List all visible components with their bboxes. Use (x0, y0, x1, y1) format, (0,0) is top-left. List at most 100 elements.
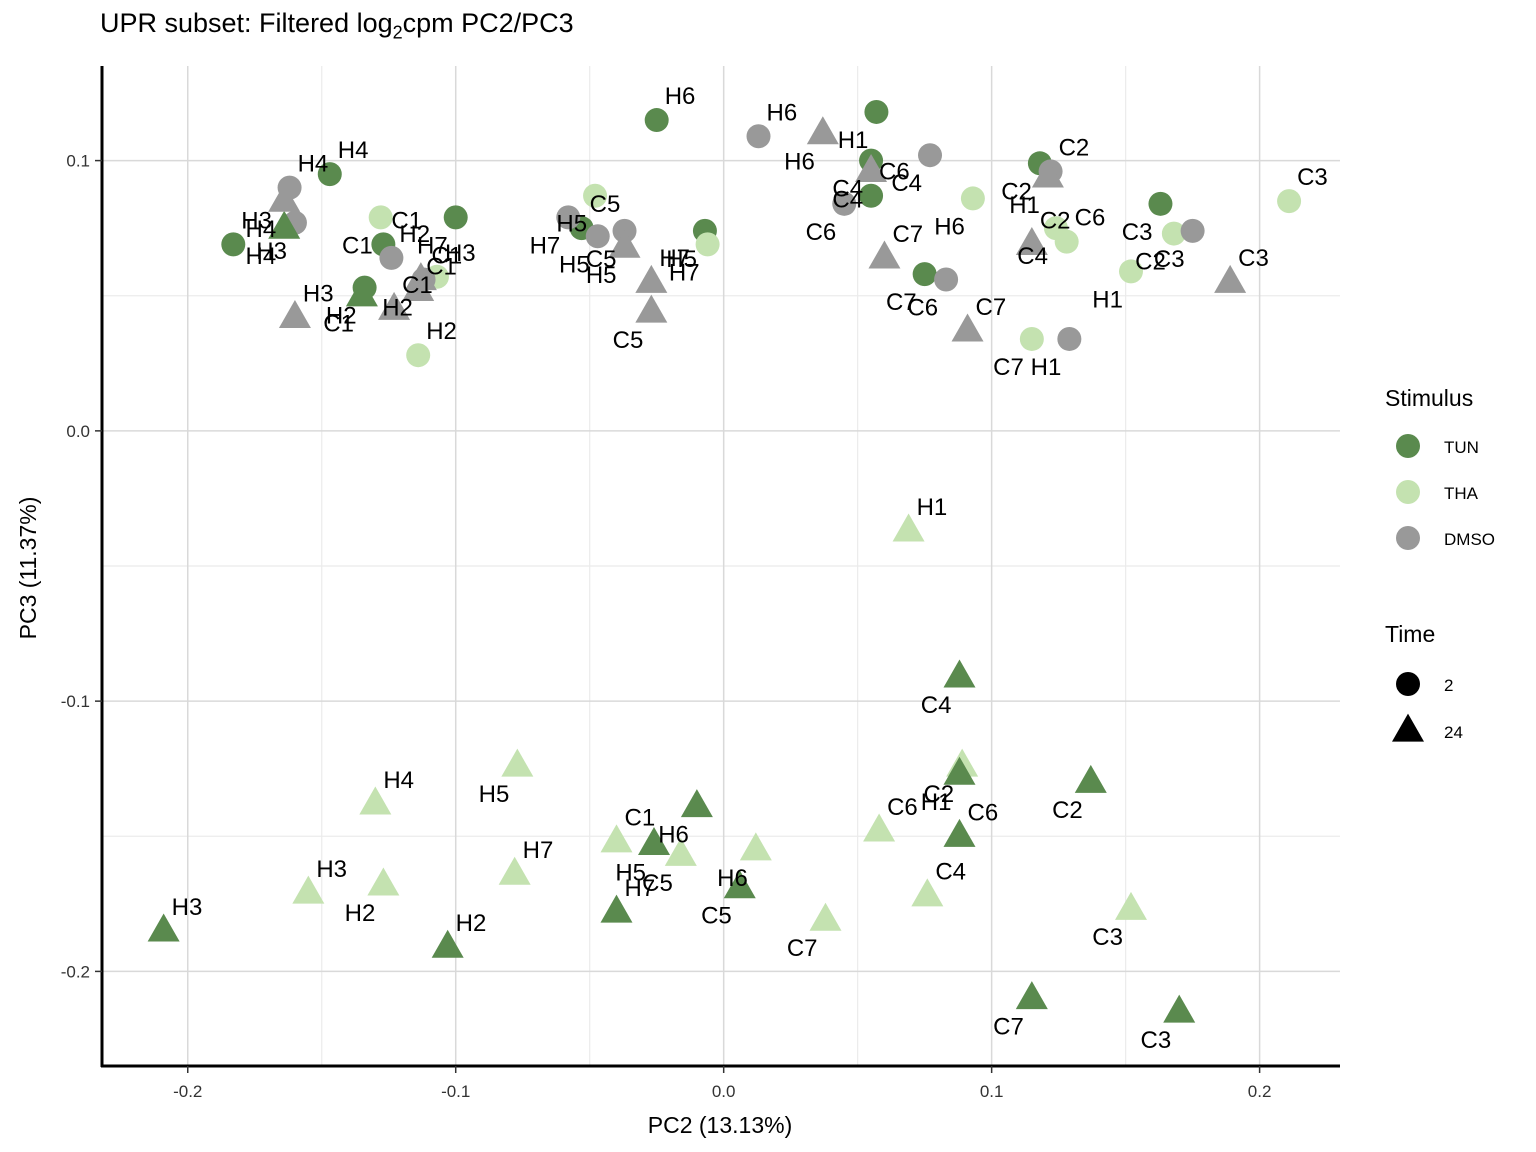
triangle-point-tun-h1 (943, 756, 976, 785)
triangle-point-tha-c5 (664, 837, 697, 866)
triangle-point-dmso-h7 (635, 264, 668, 293)
axes (100, 66, 1340, 1068)
chart-title-prefix: UPR subset: Filtered log (100, 8, 393, 38)
circle-point-tun-h4 (317, 162, 342, 187)
point-label-h3: H3 (241, 207, 272, 234)
point-label-h2: H2 (399, 221, 430, 248)
point-label-h4: H4 (246, 243, 277, 270)
point-label-h1: H1 (1031, 354, 1062, 381)
point-label-h4: H4 (383, 767, 414, 794)
point-label-c1: C1 (402, 272, 433, 299)
x-tick-label: 0.0 (712, 1082, 736, 1101)
circle-point-tha-h1 (1118, 259, 1143, 284)
point-label-c1: C1 (624, 805, 655, 832)
circle-point-tun-c3 (1148, 191, 1173, 216)
legend-key-time-24 (1392, 713, 1424, 742)
circle-point-tha-c6 (1054, 229, 1079, 254)
point-label-c6: C6 (887, 794, 918, 821)
point-label-h5: H5 (479, 781, 510, 808)
triangle-point-tun-h4 (268, 210, 301, 239)
triangle-point-tha-h1 (892, 513, 925, 542)
triangle-point-dmso-c2 (1015, 227, 1048, 256)
circle-point-tun-c7 (912, 262, 937, 287)
legend-time-title: Time (1385, 621, 1435, 647)
y-axis-title: PC3 (11.37%) (15, 497, 41, 640)
point-label-c2: C2 (1059, 134, 1090, 161)
triangle-point-dmso-c7 (868, 240, 901, 269)
chart-title: UPR subset: Filtered log2cpm PC2/PC3 (100, 8, 574, 43)
legend-stimulus-items: TUN THA DMSO (1396, 434, 1495, 550)
circle-point-tha-h7 (695, 232, 720, 257)
point-label-h6: H6 (658, 822, 689, 849)
point-label-h7: H7 (523, 837, 554, 864)
triangle-point-tha-c6 (863, 813, 896, 842)
point-label-h4: H4 (338, 137, 369, 164)
point-label-c3: C3 (1092, 924, 1123, 951)
triangle-point-tha-c1 (600, 824, 633, 853)
circle-point-dmso-h1 (1057, 326, 1082, 351)
point-label-c6: C6 (907, 295, 938, 322)
point-label-c1: C1 (432, 243, 463, 270)
triangle-point-dmso-c1 (378, 291, 411, 320)
triangle-point-tha-h6 (739, 832, 772, 861)
circle-point-tun-h3 (221, 232, 246, 257)
triangle-point-tha-h5 (501, 748, 534, 777)
point-label-h7: H7 (624, 875, 655, 902)
circle-point-tun-c6 (859, 183, 884, 208)
point-label-h5: H5 (615, 859, 646, 886)
point-label-h3: H3 (445, 240, 476, 267)
triangle-point-tun-c7 (1015, 981, 1048, 1010)
y-tick-label: -0.1 (61, 692, 90, 711)
circle-point-dmso-h2 (379, 245, 404, 270)
triangle-point-tha-c7 (809, 902, 842, 931)
point-label-c3: C3 (1154, 246, 1185, 273)
point-label-h7: H7 (417, 232, 448, 259)
point-label-c7: C7 (886, 289, 917, 316)
triangle-point-tha-h4 (359, 786, 392, 815)
point-label-h6: H6 (767, 99, 798, 126)
circle-point-tha-c3 (1277, 189, 1302, 214)
circle-point-dmso-c4 (918, 143, 943, 168)
triangle-point-dmso-c1 (402, 272, 435, 301)
point-label-h5: H5 (559, 251, 590, 278)
point-label-h6: H6 (717, 865, 748, 892)
point-label-h1: H1 (838, 127, 869, 154)
point-label-c4: C4 (832, 176, 863, 203)
point-label-h7: H7 (669, 259, 700, 286)
triangle-point-dmso-h6 (806, 116, 839, 145)
point-label-h5: H5 (666, 246, 697, 273)
circle-point-tha-h5 (583, 183, 608, 208)
circle-point-tha-h6 (960, 186, 985, 211)
circle-point-dmso-h6 (746, 124, 771, 149)
circle-point-tha-c7 (1019, 326, 1044, 351)
point-label-c6: C6 (1075, 205, 1106, 232)
y-tick-label: -0.2 (61, 962, 90, 981)
point-label-h2: H2 (345, 900, 376, 927)
point-label-c7: C7 (993, 1013, 1024, 1040)
point-label-h4: H4 (246, 216, 277, 243)
point-label-c5: C5 (613, 327, 644, 354)
legend-time-items: 2 24 (1392, 672, 1463, 742)
point-label-c2: C2 (1052, 797, 1083, 824)
chart-title-subscript: 2 (392, 22, 403, 43)
point-label-c3: C3 (1122, 219, 1153, 246)
point-label-c4: C4 (832, 186, 863, 213)
triangle-point-tun-h6 (680, 789, 713, 818)
legend-key-dmso (1396, 526, 1420, 550)
circle-point-tha-c2 (1161, 221, 1186, 246)
triangle-point-tun-c6 (943, 818, 976, 847)
point-label-h1: H1 (1092, 286, 1123, 313)
point-label-c5: C5 (701, 903, 732, 930)
point-label-h4: H4 (298, 151, 329, 178)
point-label-c2: C2 (923, 781, 954, 808)
point-label-h6: H6 (665, 83, 696, 110)
circle-point-dmso-h5 (585, 224, 610, 249)
triangle-point-tha-h7 (498, 856, 531, 885)
grid-minor (102, 66, 1340, 1066)
point-label-c2: C2 (1001, 178, 1032, 205)
point-label-c1: C1 (323, 311, 354, 338)
triangle-point-dmso-c5 (635, 294, 668, 323)
point-label-c4: C4 (935, 859, 966, 886)
circle-point-tun-h1 (864, 99, 889, 124)
